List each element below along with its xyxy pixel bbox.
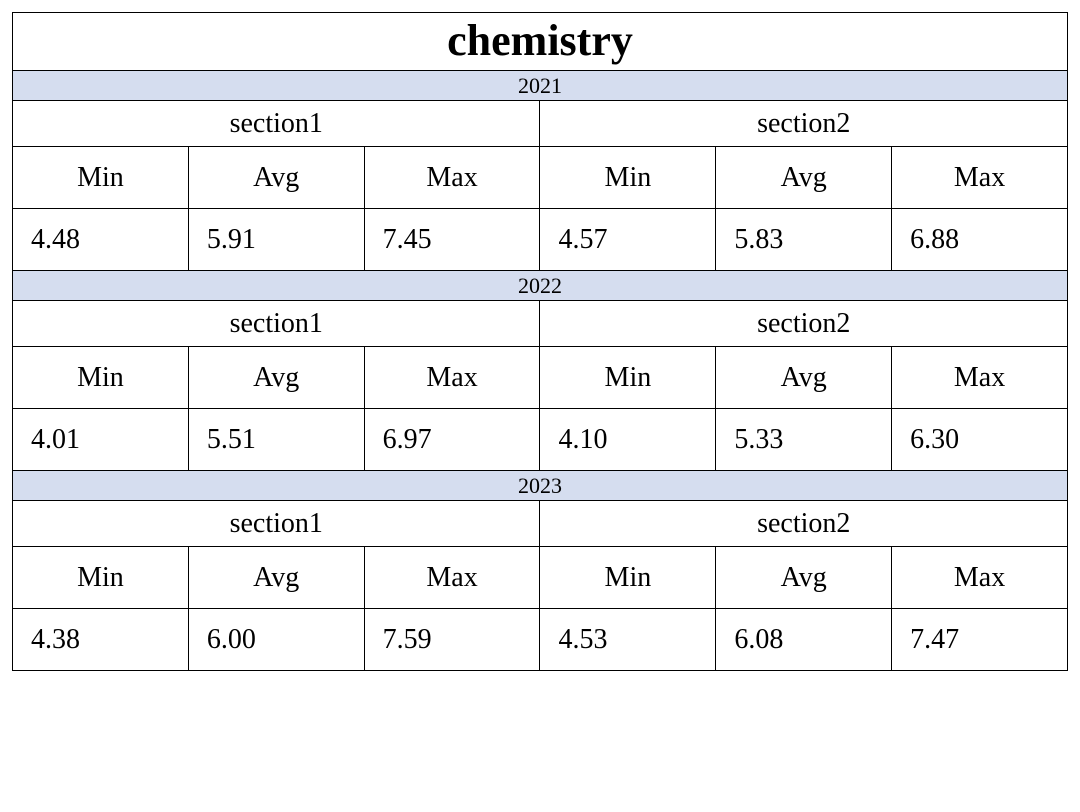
section-header: section1 <box>13 301 540 347</box>
table-value: 4.57 <box>540 209 716 271</box>
table-value: 5.51 <box>188 409 364 471</box>
stat-label: Max <box>892 147 1068 209</box>
section-header: section1 <box>13 501 540 547</box>
table-value: 5.33 <box>716 409 892 471</box>
table-value: 4.01 <box>13 409 189 471</box>
stat-label: Avg <box>716 547 892 609</box>
table-value: 4.48 <box>13 209 189 271</box>
stat-label: Min <box>540 547 716 609</box>
table-value: 6.97 <box>364 409 540 471</box>
stat-label: Min <box>540 147 716 209</box>
table-title: chemistry <box>13 13 1068 71</box>
table-value: 5.91 <box>188 209 364 271</box>
table-value: 4.10 <box>540 409 716 471</box>
table-value: 6.08 <box>716 609 892 671</box>
table-value: 6.88 <box>892 209 1068 271</box>
stat-label: Max <box>364 147 540 209</box>
stat-label: Max <box>892 347 1068 409</box>
table-value: 4.38 <box>13 609 189 671</box>
stat-label: Max <box>364 547 540 609</box>
table-value: 7.47 <box>892 609 1068 671</box>
stat-label: Avg <box>716 147 892 209</box>
table-value: 7.45 <box>364 209 540 271</box>
stat-label: Avg <box>716 347 892 409</box>
stat-label: Max <box>364 347 540 409</box>
stat-label: Min <box>13 547 189 609</box>
table-value: 6.00 <box>188 609 364 671</box>
year-header: 2021 <box>13 71 1068 101</box>
year-header: 2022 <box>13 271 1068 301</box>
stat-label: Max <box>892 547 1068 609</box>
stat-label: Avg <box>188 347 364 409</box>
table-value: 5.83 <box>716 209 892 271</box>
section-header: section2 <box>540 101 1068 147</box>
stat-label: Min <box>13 347 189 409</box>
year-header: 2023 <box>13 471 1068 501</box>
stat-label: Avg <box>188 547 364 609</box>
chemistry-table: chemistry 2021 section1 section2 Min Avg… <box>12 12 1068 671</box>
table-value: 6.30 <box>892 409 1068 471</box>
section-header: section2 <box>540 301 1068 347</box>
section-header: section1 <box>13 101 540 147</box>
table-value: 7.59 <box>364 609 540 671</box>
stat-label: Avg <box>188 147 364 209</box>
stat-label: Min <box>13 147 189 209</box>
stat-label: Min <box>540 347 716 409</box>
table-value: 4.53 <box>540 609 716 671</box>
section-header: section2 <box>540 501 1068 547</box>
